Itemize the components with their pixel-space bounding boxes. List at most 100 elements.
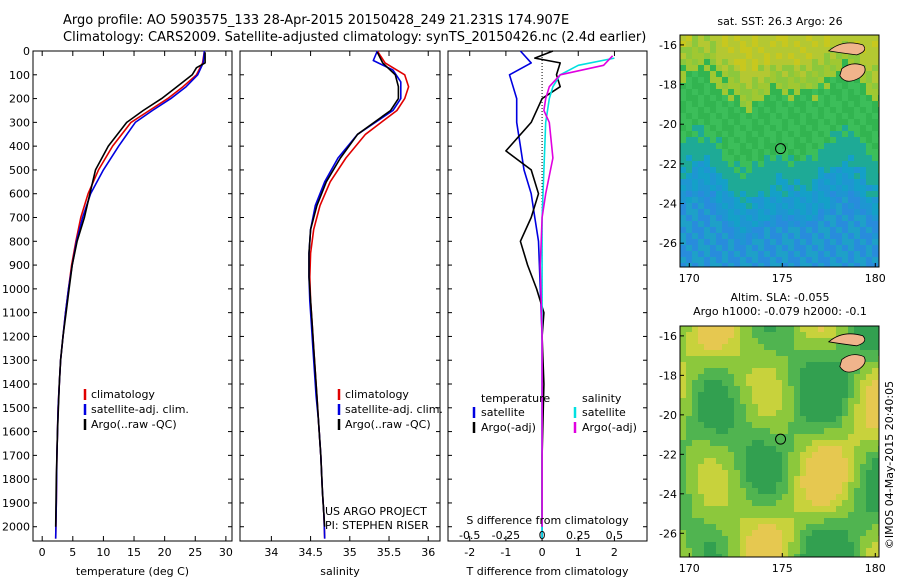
salinity-panel: 34 34.5 35 35.5 36 salinity: [239, 50, 441, 578]
y-tick-label: 800: [9, 235, 30, 248]
series-line-argo: [308, 51, 400, 527]
s-tick-label: 0.5: [606, 529, 624, 542]
x-tick-label: 5: [69, 546, 76, 559]
s-tick-label: -0.25: [492, 529, 520, 542]
x-tick-label: 30: [219, 546, 233, 559]
y-tick-label: -16: [659, 330, 677, 343]
x-tick-label: 175: [772, 272, 793, 285]
y-tick-label: 1600: [2, 426, 30, 439]
island-shape: [827, 333, 866, 347]
x-tick-label: -1: [500, 546, 511, 559]
x-tick-label: 35.5: [377, 546, 402, 559]
salinity-xlabel: salinity: [320, 565, 360, 578]
legend-label: satellite-adj. clim.: [91, 403, 189, 416]
legend-label: climatology: [345, 388, 409, 401]
island-shape: [839, 354, 866, 373]
s-tick-label: 0: [539, 529, 546, 542]
y-tick-label: -20: [659, 118, 677, 131]
y-tick-label: -24: [659, 198, 677, 211]
y-tick-label: -22: [659, 448, 677, 461]
sla-map-field: [680, 326, 879, 557]
sst-map: 170 175 180 -16 -18 -20 -22 -24 -26: [659, 34, 886, 285]
x-tick-label: 10: [96, 546, 110, 559]
legend-label: satellite: [582, 406, 626, 419]
y-tick-label: 500: [9, 164, 30, 177]
temperature-panel: 0 5 10 15 20 25 300100200300400500600700800900…: [2, 45, 233, 578]
y-tick-label: 300: [9, 116, 30, 129]
y-tick-label: 600: [9, 188, 30, 201]
imos-credit: ©IMOS 04-May-2015 20:40:05: [883, 381, 896, 549]
climatology-title: Climatology: CARS2009. Satellite-adjuste…: [63, 30, 647, 45]
y-tick-label: 200: [9, 93, 30, 106]
y-tick-label: 1200: [2, 330, 30, 343]
project-line-1: US ARGO PROJECT: [325, 505, 427, 518]
x-tick-label: 2: [611, 546, 618, 559]
legend-label: satellite-adj. clim.: [345, 403, 443, 416]
y-tick-label: 1500: [2, 402, 30, 415]
difference-frame: [447, 50, 648, 542]
legend-header-temperature: temperature: [481, 392, 550, 405]
x-tick-label: 175: [772, 562, 793, 575]
y-tick-label: -22: [659, 158, 677, 171]
difference-legend: temperature salinitysatelliteArgo(-adj)sa…: [459, 392, 637, 542]
y-tick-label: 700: [9, 212, 30, 225]
sla-map-frame: [679, 325, 880, 558]
profile-title: Argo profile: AO 5903575_133 28-Apr-2015…: [63, 13, 570, 28]
y-tick-label: 1000: [2, 283, 30, 296]
difference-panel: -2 -1 0 1 2 T difference from climatology: [447, 50, 648, 578]
y-tick-label: -20: [659, 409, 677, 422]
temperature-xlabel: temperature (deg C): [76, 565, 189, 578]
legend-label: satellite: [481, 406, 525, 419]
x-tick-label: 170: [679, 272, 700, 285]
x-tick-label: 1: [575, 546, 582, 559]
sla-map: 170 175 180 -16 -18 -20 -22 -24 -26: [659, 325, 886, 575]
x-tick-label: 15: [127, 546, 141, 559]
y-tick-label: 1700: [2, 449, 30, 462]
x-tick-label: 25: [188, 546, 202, 559]
sst-map-field: [680, 35, 879, 267]
s-tick-label: -0.5: [459, 529, 480, 542]
y-tick-label: -16: [659, 39, 677, 52]
y-tick-label: -24: [659, 488, 677, 501]
argo-position-marker: [775, 143, 787, 155]
sla-map-title-2: Argo h1000: -0.079 h2000: -0.1: [693, 305, 867, 318]
s-tick-label: 0.25: [566, 529, 591, 542]
series-line-salinity-argo: [539, 55, 614, 527]
sla-map-title-1: Altim. SLA: -0.055: [730, 291, 829, 304]
legend-label: Argo(..raw -QC): [345, 418, 431, 431]
y-tick-label: -26: [659, 527, 677, 540]
x-tick-label: 170: [679, 562, 700, 575]
y-tick-label: 1800: [2, 473, 30, 486]
difference-xlabel-top: S difference from climatology: [466, 514, 629, 527]
sst-map-title: sat. SST: 26.3 Argo: 26: [717, 15, 842, 28]
x-tick-label: 180: [865, 272, 886, 285]
y-tick-label: 400: [9, 140, 30, 153]
salinity-legend: climatology satellite-adj. clim. Argo(..ra…: [337, 388, 443, 431]
x-tick-label: -2: [464, 546, 475, 559]
y-tick-label: 1900: [2, 497, 30, 510]
sst-map-frame: [679, 34, 880, 268]
y-tick-label: -18: [659, 369, 677, 382]
x-tick-label: 36: [421, 546, 435, 559]
legend-label: Argo(-adj): [582, 421, 637, 434]
temperature-legend: climatology satellite-adj. clim. Argo(..ra…: [83, 388, 189, 431]
legend-label: climatology: [91, 388, 155, 401]
x-tick-label: 35: [343, 546, 357, 559]
y-tick-label: 1300: [2, 354, 30, 367]
x-tick-label: 0: [539, 546, 546, 559]
y-tick-label: 1100: [2, 307, 30, 320]
x-tick-label: 34.5: [298, 546, 323, 559]
argo-position-marker: [775, 433, 787, 445]
legend-label: Argo(..raw -QC): [91, 418, 177, 431]
legend-label: Argo(-adj): [481, 421, 536, 434]
difference-xlabel: T difference from climatology: [466, 565, 629, 578]
island-shape: [827, 42, 866, 56]
y-tick-label: 2000: [2, 521, 30, 534]
y-tick-label: 100: [9, 69, 30, 82]
legend-header-salinity: salinity: [582, 392, 622, 405]
series-line-argo: [54, 52, 206, 527]
y-tick-label: 900: [9, 259, 30, 272]
salinity-frame: [239, 50, 441, 542]
y-tick-label: -18: [659, 79, 677, 92]
